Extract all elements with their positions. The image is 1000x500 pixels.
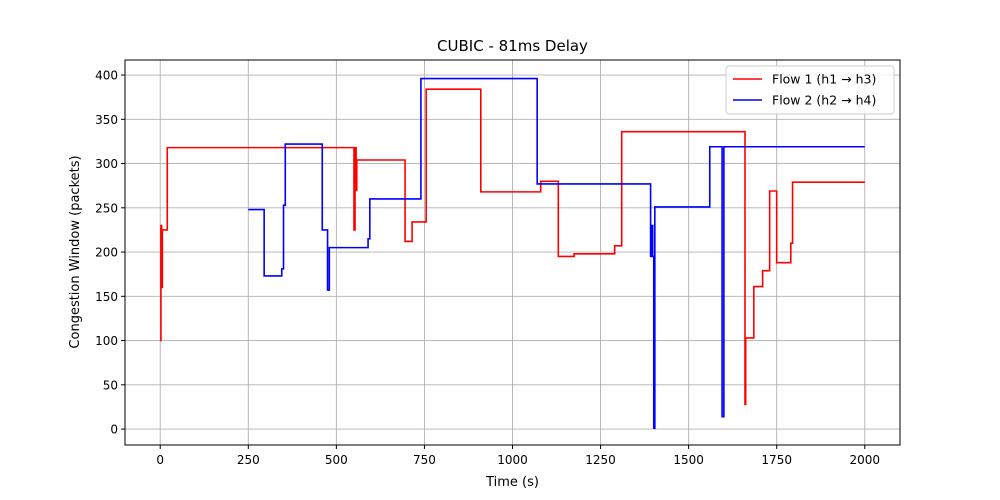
- x-tick-label: 750: [413, 453, 436, 467]
- y-tick-label: 50: [103, 378, 118, 392]
- ticks: 0 250 500 750 1000 1250 1500 1750 2000 0 50 100 150 2…: [95, 69, 880, 467]
- y-tick-label: 0: [110, 423, 118, 437]
- x-tick-label: 250: [237, 453, 260, 467]
- x-tick-label: 1000: [497, 453, 528, 467]
- series-line-flow-2: [248, 77, 865, 429]
- legend: Flow 1 (h1 → h3) Flow 2 (h2 → h4): [725, 65, 895, 115]
- legend-box: [725, 65, 895, 115]
- y-tick-label: 400: [95, 69, 118, 83]
- series-line-flow-1: [160, 88, 865, 406]
- x-tick-label: 500: [325, 453, 348, 467]
- chart-title: CUBIC - 81ms Delay: [437, 37, 588, 55]
- y-tick-label: 100: [95, 334, 118, 348]
- x-tick-label: 1500: [673, 453, 704, 467]
- x-axis-label: Time (s): [485, 475, 539, 490]
- y-tick-label: 250: [95, 201, 118, 215]
- y-tick-label: 350: [95, 113, 118, 127]
- x-tick-label: 0: [156, 453, 164, 467]
- series-lines: [160, 77, 865, 429]
- x-tick-label: 2000: [849, 453, 880, 467]
- y-tick-label: 200: [95, 246, 118, 260]
- legend-label-flow-2: Flow 2 (h2 → h4): [772, 93, 876, 108]
- x-tick-label: 1250: [585, 453, 616, 467]
- legend-label-flow-1: Flow 1 (h1 → h3): [772, 72, 876, 87]
- y-axis-label: Congestion Window (packets): [68, 155, 83, 348]
- x-tick-label: 1750: [761, 453, 792, 467]
- y-tick-label: 300: [95, 157, 118, 171]
- y-tick-label: 150: [95, 290, 118, 304]
- grid: [125, 60, 900, 445]
